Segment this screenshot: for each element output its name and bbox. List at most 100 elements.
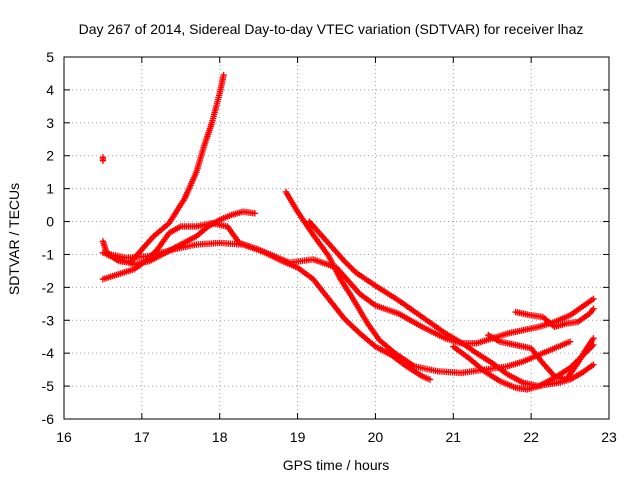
data-point (567, 369, 575, 377)
data-point (321, 290, 329, 298)
data-point (390, 293, 397, 301)
data-point (587, 308, 595, 316)
data-point (535, 382, 543, 390)
data-point (433, 323, 440, 331)
data-point (361, 275, 369, 282)
data-point (326, 241, 333, 248)
data-point (159, 225, 167, 232)
data-point (132, 252, 140, 260)
y-tick-label: -3 (42, 312, 55, 328)
data-point (559, 369, 567, 376)
data-point (383, 289, 390, 296)
data-point (224, 223, 231, 230)
data-point (387, 351, 395, 359)
data-point (401, 361, 409, 369)
data-point (220, 71, 227, 79)
data-point (317, 241, 324, 248)
data-point (319, 287, 326, 294)
data-point (178, 200, 185, 207)
data-point (415, 321, 422, 329)
data-point (547, 320, 555, 328)
data-point (307, 227, 314, 235)
data-point (301, 219, 308, 226)
data-point (348, 294, 356, 301)
data-point (156, 243, 163, 250)
data-point (488, 333, 495, 341)
data-point (562, 340, 570, 347)
data-point (321, 247, 329, 255)
data-point (566, 376, 574, 383)
data-point (415, 311, 422, 318)
data-point (351, 297, 358, 305)
data-point (518, 378, 525, 386)
data-point (140, 244, 147, 252)
data-point (466, 345, 474, 352)
data-point (581, 301, 589, 308)
data-point (336, 274, 343, 281)
data-point (376, 336, 383, 344)
data-point (313, 236, 320, 243)
data-point (546, 368, 554, 375)
data-point (470, 347, 477, 355)
data-point (542, 316, 550, 324)
data-point (561, 314, 568, 322)
data-point (377, 338, 385, 345)
data-point (148, 234, 156, 242)
data-point (192, 170, 199, 178)
data-point (135, 262, 143, 269)
data-point (365, 297, 372, 304)
data-point (172, 226, 179, 233)
data-point (341, 283, 349, 290)
data-point (542, 379, 550, 386)
data-point (571, 308, 579, 316)
data-point (373, 344, 381, 351)
data-point (177, 241, 184, 248)
data-point (555, 317, 562, 324)
data-point (561, 340, 568, 348)
data-point (184, 237, 191, 245)
data-marks (99, 71, 597, 393)
data-point (529, 346, 536, 354)
data-point (186, 236, 193, 244)
data-point (500, 379, 508, 386)
data-point (579, 315, 587, 322)
data-point (291, 203, 298, 210)
data-point (342, 259, 349, 266)
data-point (201, 226, 208, 233)
data-point (585, 341, 593, 349)
data-point (181, 239, 188, 246)
data-point (302, 220, 310, 228)
data-point (355, 305, 362, 312)
data-point (562, 376, 570, 383)
data-point (359, 274, 367, 281)
y-tick-label: -5 (42, 378, 55, 394)
data-point (284, 192, 292, 199)
data-point (380, 340, 388, 348)
data-point (317, 285, 325, 293)
data-point (156, 227, 163, 235)
data-point (265, 250, 272, 257)
data-point (546, 319, 553, 326)
data-point (339, 313, 347, 321)
data-point (588, 296, 595, 304)
data-point (547, 346, 554, 354)
data-point (396, 358, 403, 365)
data-point (170, 212, 177, 220)
data-point (539, 349, 547, 357)
data-point (355, 289, 362, 296)
y-tick-label: -2 (42, 279, 55, 295)
data-point (299, 215, 306, 222)
data-point (356, 307, 364, 314)
data-point (565, 373, 572, 380)
data-point (553, 344, 560, 351)
data-point (498, 378, 506, 386)
data-point (541, 315, 548, 322)
data-point (527, 354, 535, 362)
data-point (551, 318, 558, 326)
data-point (445, 332, 453, 339)
data-point (365, 322, 373, 329)
x-tick-label: 16 (56, 429, 72, 445)
data-point (349, 295, 357, 303)
data-point (387, 346, 394, 353)
data-point (440, 328, 447, 336)
